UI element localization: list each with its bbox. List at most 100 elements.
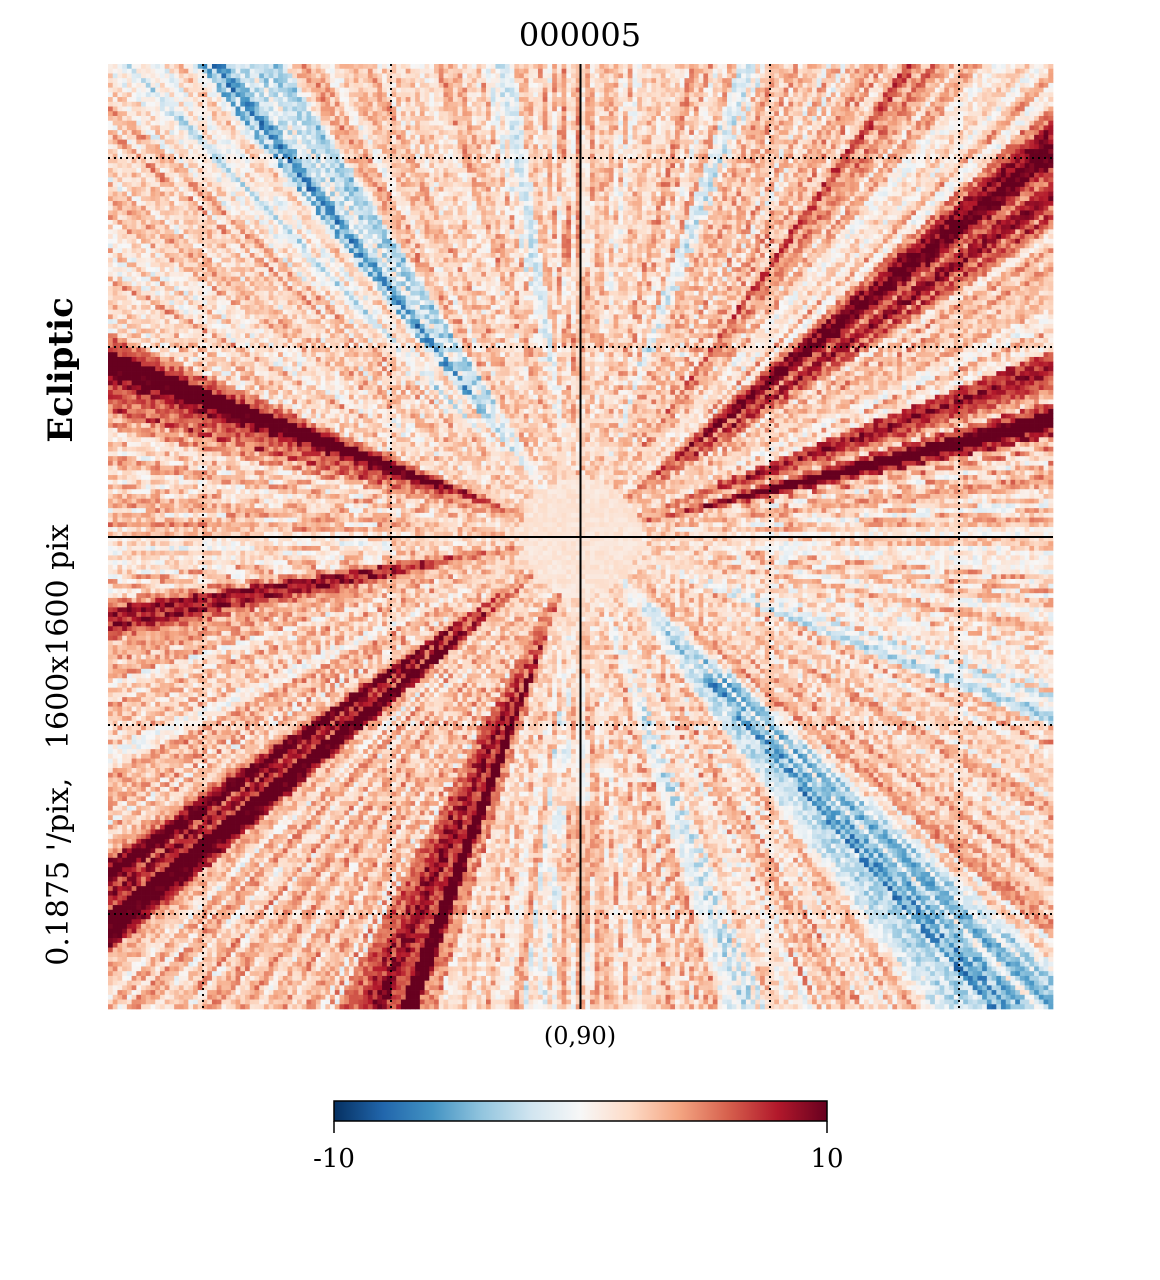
- heatmap-cell: [174, 73, 179, 78]
- heatmap-cell: [996, 73, 1001, 78]
- heatmap-cell: [618, 69, 623, 74]
- heatmap-cell: [859, 69, 864, 74]
- heatmap-cell: [231, 69, 236, 74]
- heatmap-cell: [382, 73, 387, 78]
- heatmap-cell: [722, 78, 727, 83]
- heatmap-cell: [963, 73, 968, 78]
- heatmap-cell: [623, 64, 628, 69]
- heatmap-cell: [519, 83, 524, 88]
- heatmap-cell: [699, 83, 704, 88]
- heatmap-cell: [429, 83, 434, 88]
- heatmap-cell: [557, 64, 562, 69]
- heatmap-cell: [495, 69, 500, 74]
- heatmap-cell: [746, 73, 751, 78]
- heatmap-cell: [699, 73, 704, 78]
- heatmap-cell: [1034, 64, 1039, 69]
- heatmap-cell: [925, 73, 930, 78]
- heatmap-cell: [373, 73, 378, 78]
- heatmap-cell: [188, 64, 193, 69]
- heatmap-cell: [245, 73, 250, 78]
- heatmap-cell: [113, 69, 118, 74]
- heatmap-cell: [264, 69, 269, 74]
- heatmap-cell: [486, 73, 491, 78]
- heatmap-cell: [321, 73, 326, 78]
- heatmap-cell: [524, 73, 529, 78]
- heatmap-cell: [236, 73, 241, 78]
- heatmap-cell: [684, 64, 689, 69]
- heatmap-cell: [410, 64, 415, 69]
- heatmap-cell: [514, 64, 519, 69]
- heatmap-cell: [425, 73, 430, 78]
- heatmap-cell: [505, 78, 510, 83]
- heatmap-cell: [226, 83, 231, 88]
- heatmap-cell: [585, 78, 590, 83]
- heatmap-cell: [798, 64, 803, 69]
- heatmap-cell: [599, 83, 604, 88]
- heatmap-cell: [127, 73, 132, 78]
- heatmap-cell: [264, 78, 269, 83]
- heatmap-cell: [1010, 64, 1015, 69]
- heatmap-cell: [363, 83, 368, 88]
- heatmap-cell: [562, 73, 567, 78]
- heatmap-cell: [1029, 78, 1034, 83]
- heatmap-cell: [1029, 69, 1034, 74]
- heatmap-cell: [736, 64, 741, 69]
- heatmap-cell: [193, 69, 198, 74]
- heatmap-cell: [236, 78, 241, 83]
- heatmap-cell: [836, 78, 841, 83]
- heatmap-cell: [779, 78, 784, 83]
- heatmap-cell: [736, 73, 741, 78]
- heatmap-cell: [212, 73, 217, 78]
- heatmap-cell: [836, 73, 841, 78]
- heatmap-cell: [609, 78, 614, 83]
- heatmap-cell: [335, 83, 340, 88]
- heatmap-cell: [661, 78, 666, 83]
- heatmap-cell: [1001, 78, 1006, 83]
- heatmap-cell: [571, 73, 576, 78]
- heatmap-cell: [165, 78, 170, 83]
- heatmap-cell: [632, 73, 637, 78]
- heatmap-cell: [136, 64, 141, 69]
- heatmap-cell: [500, 73, 505, 78]
- heatmap-cell: [311, 83, 316, 88]
- heatmap-cell: [888, 78, 893, 83]
- heatmap-cell: [968, 78, 973, 83]
- heatmap-cell: [415, 69, 420, 74]
- heatmap-cell: [699, 64, 704, 69]
- heatmap-cell: [217, 78, 222, 83]
- heatmap-cell: [146, 83, 151, 88]
- heatmap-cell: [968, 69, 973, 74]
- heatmap-cell: [1044, 69, 1049, 74]
- heatmap-cell: [184, 64, 189, 69]
- heatmap-cell: [1020, 64, 1025, 69]
- heatmap-cell: [151, 73, 156, 78]
- heatmap-cell: [188, 78, 193, 83]
- heatmap-cell: [760, 83, 765, 88]
- heatmap-cell: [552, 69, 557, 74]
- heatmap-cell: [179, 78, 184, 83]
- heatmap-cell: [316, 83, 321, 88]
- heatmap-cell: [434, 78, 439, 83]
- heatmap-cell: [401, 64, 406, 69]
- heatmap-cell: [807, 78, 812, 83]
- heatmap-cell: [892, 69, 897, 74]
- heatmap-cell: [831, 64, 836, 69]
- heatmap-cell: [751, 69, 756, 74]
- heatmap-cell: [212, 83, 217, 88]
- heatmap-cell: [614, 78, 619, 83]
- heatmap-cell: [325, 83, 330, 88]
- heatmap-cell: [826, 64, 831, 69]
- heatmap-cell: [694, 83, 699, 88]
- heatmap-cell: [1048, 73, 1053, 78]
- heatmap-cell: [344, 69, 349, 74]
- heatmap-cell: [174, 64, 179, 69]
- heatmap-cell: [656, 83, 661, 88]
- heatmap-cell: [850, 64, 855, 69]
- heatmap-cell: [722, 64, 727, 69]
- heatmap-cell: [302, 73, 307, 78]
- heatmap-cell: [448, 64, 453, 69]
- heatmap-cell: [595, 64, 600, 69]
- heatmap-cell: [718, 73, 723, 78]
- heatmap-cell: [510, 78, 515, 83]
- heatmap-cell: [755, 64, 760, 69]
